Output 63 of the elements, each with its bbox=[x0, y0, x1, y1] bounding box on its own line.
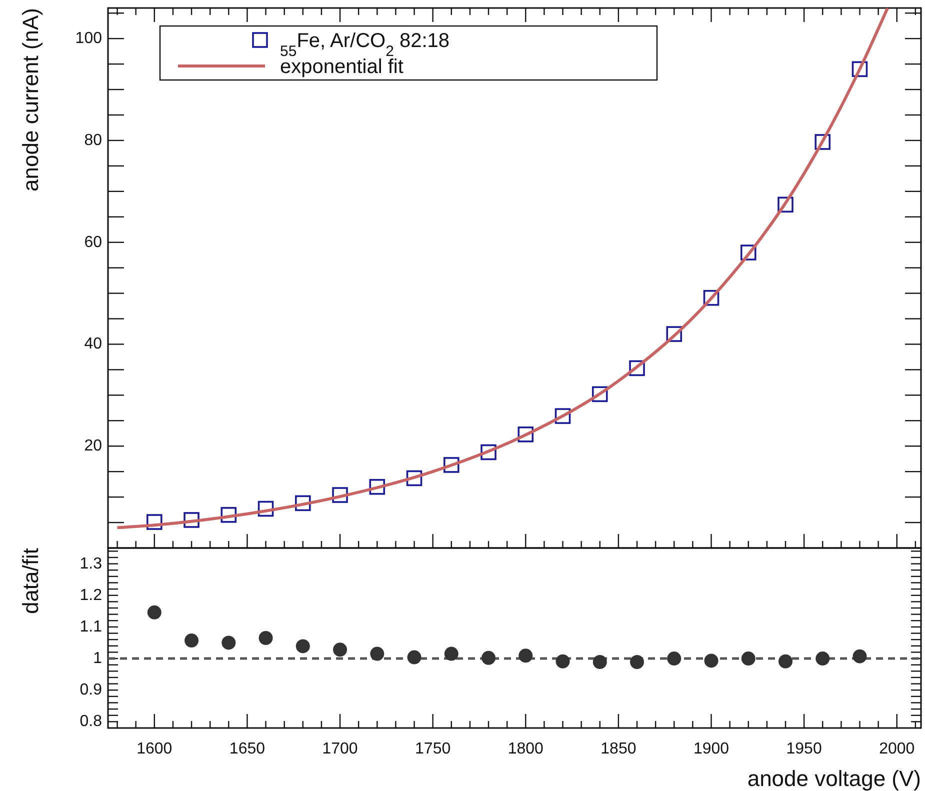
point bbox=[147, 605, 162, 620]
point bbox=[482, 650, 496, 665]
point bbox=[146, 514, 162, 530]
point bbox=[852, 649, 867, 664]
point bbox=[852, 61, 868, 78]
point bbox=[480, 444, 496, 460]
point bbox=[556, 654, 570, 668]
y-tick-label: 20 bbox=[84, 438, 102, 455]
x-tick-label: 1750 bbox=[415, 740, 451, 758]
point bbox=[332, 487, 348, 503]
point bbox=[592, 386, 608, 402]
point bbox=[443, 457, 460, 473]
x-tick-label: 1700 bbox=[322, 740, 358, 758]
x-tick-label: 2000 bbox=[879, 740, 915, 758]
point bbox=[740, 244, 756, 260]
point bbox=[778, 654, 792, 668]
point bbox=[592, 655, 607, 669]
point bbox=[184, 512, 200, 528]
point bbox=[814, 134, 831, 150]
point bbox=[296, 639, 310, 654]
point bbox=[741, 652, 756, 666]
point bbox=[406, 470, 422, 486]
y-tick-label: 1.3 bbox=[80, 555, 102, 572]
point bbox=[370, 646, 384, 661]
point bbox=[778, 196, 794, 213]
point bbox=[184, 634, 199, 648]
y-tick-label: 1.2 bbox=[80, 586, 102, 604]
x-tick-label: 1900 bbox=[693, 740, 730, 758]
point bbox=[369, 478, 386, 495]
x-tick-label: 1650 bbox=[229, 740, 266, 758]
point bbox=[333, 642, 348, 657]
point bbox=[629, 360, 645, 376]
x-tick-label: 1950 bbox=[786, 740, 822, 758]
point bbox=[703, 290, 720, 306]
point bbox=[704, 654, 718, 668]
point bbox=[554, 408, 571, 424]
y-tick-label: 0.9 bbox=[80, 682, 102, 699]
y-axis-title: anode current (nA) bbox=[18, 8, 43, 192]
y-tick-label: 40 bbox=[84, 336, 102, 353]
y-tick-label: 100 bbox=[75, 30, 102, 48]
x-tick-label: 1850 bbox=[600, 740, 636, 758]
y-tick-label: 1.1 bbox=[80, 618, 102, 636]
y-tick-label: 0.8 bbox=[80, 713, 102, 730]
point bbox=[518, 426, 534, 442]
x-axis-title: anode voltage (V) bbox=[747, 766, 921, 791]
point bbox=[258, 500, 274, 517]
y-tick-label: 60 bbox=[84, 234, 102, 251]
point bbox=[518, 648, 533, 663]
y-tick-label: 80 bbox=[84, 132, 102, 149]
x-tick-label: 1600 bbox=[136, 740, 172, 758]
y-tick-label: 1 bbox=[93, 650, 102, 668]
point bbox=[222, 636, 236, 650]
y-axis-title: data/fit bbox=[18, 548, 43, 614]
point bbox=[816, 652, 830, 666]
point bbox=[630, 655, 644, 669]
point bbox=[220, 506, 237, 523]
point bbox=[444, 646, 458, 661]
point bbox=[407, 650, 422, 664]
point bbox=[667, 652, 682, 666]
point bbox=[294, 495, 311, 512]
x-tick-label: 1800 bbox=[508, 740, 544, 758]
point bbox=[258, 631, 273, 645]
point bbox=[666, 326, 682, 342]
